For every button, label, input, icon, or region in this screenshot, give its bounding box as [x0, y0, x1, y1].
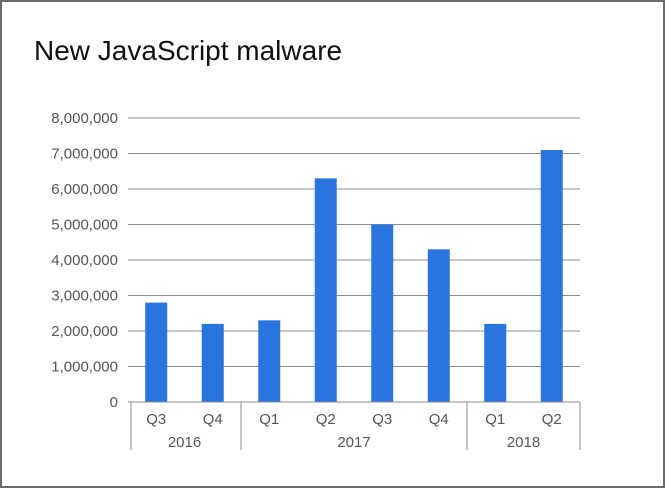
y-tick-label: 1,000,000	[51, 359, 118, 376]
x-group-label: 2018	[507, 434, 540, 451]
x-tick-label: Q4	[203, 411, 223, 428]
x-tick-label: Q2	[316, 411, 336, 428]
y-tick-label: 3,000,000	[51, 288, 118, 305]
x-group-label: 2017	[337, 434, 370, 451]
x-tick-label: Q3	[372, 411, 392, 428]
x-axis: Q3 Q4 Q1 Q2 Q3 Q4 Q1 Q2 2016 2017 2018	[128, 401, 581, 451]
y-tick-label: 7,000,000	[51, 146, 118, 163]
y-tick-label: 8,000,000	[51, 110, 118, 127]
x-group-label: 2016	[168, 434, 201, 451]
bars	[145, 149, 563, 402]
y-tick-label: 4,000,000	[51, 252, 118, 269]
bar	[540, 149, 563, 402]
bar	[484, 323, 507, 402]
y-tick-label: 6,000,000	[51, 181, 118, 198]
y-tick-label: 5,000,000	[51, 217, 118, 234]
y-tick-label: 0	[110, 394, 118, 411]
bar	[314, 178, 337, 402]
bar	[145, 302, 168, 402]
y-tick-label: 2,000,000	[51, 323, 118, 340]
y-axis-ticks: 0 1,000,000 2,000,000 3,000,000 4,000,000 5,0…	[51, 110, 118, 411]
bar	[427, 249, 450, 402]
x-tick-label: Q3	[146, 411, 166, 428]
x-tick-label: Q1	[259, 411, 279, 428]
x-tick-label: Q2	[542, 411, 562, 428]
bar	[258, 320, 281, 402]
bar	[201, 323, 224, 402]
chart-title: New JavaScript malware	[34, 35, 342, 66]
bar	[371, 224, 394, 402]
x-tick-label: Q1	[485, 411, 505, 428]
x-tick-label: Q4	[429, 411, 449, 428]
gridlines	[128, 117, 580, 367]
